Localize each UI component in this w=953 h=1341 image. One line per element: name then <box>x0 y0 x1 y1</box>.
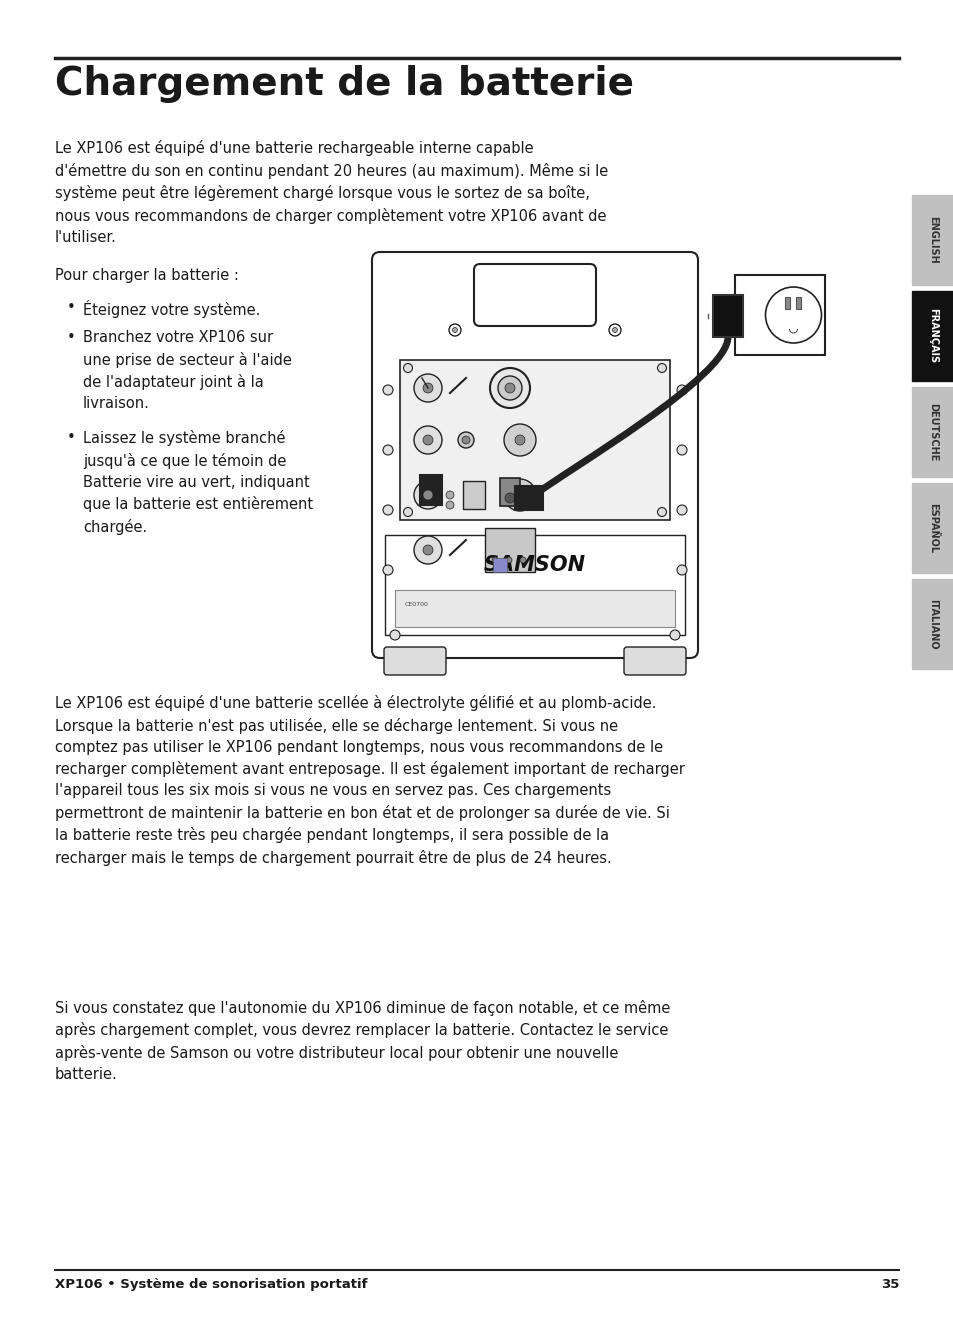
FancyBboxPatch shape <box>474 264 596 326</box>
FancyBboxPatch shape <box>623 646 685 675</box>
Circle shape <box>382 506 393 515</box>
Circle shape <box>677 385 686 396</box>
Text: •: • <box>67 330 75 345</box>
Circle shape <box>515 489 524 500</box>
Circle shape <box>677 565 686 575</box>
Circle shape <box>446 491 454 499</box>
Text: Laissez le système branché
jusqu'à ce que le témoin de
Batterie vire au vert, in: Laissez le système branché jusqu'à ce qu… <box>83 430 313 535</box>
Circle shape <box>669 630 679 640</box>
Bar <box>499 477 519 506</box>
Circle shape <box>677 445 686 455</box>
Text: XP106 • Système de sonorisation portatif: XP106 • Système de sonorisation portatif <box>55 1278 367 1291</box>
Text: Chargement de la batterie: Chargement de la batterie <box>55 64 634 103</box>
Circle shape <box>414 481 441 510</box>
Circle shape <box>612 327 617 333</box>
Bar <box>493 558 506 573</box>
Circle shape <box>497 375 521 400</box>
Circle shape <box>490 367 530 408</box>
Text: Le XP106 est équipé d'une batterie rechargeable interne capable
d'émettre du son: Le XP106 est équipé d'une batterie recha… <box>55 139 608 244</box>
Circle shape <box>461 436 470 444</box>
Circle shape <box>519 557 525 563</box>
Bar <box>712 295 742 337</box>
Circle shape <box>446 502 454 510</box>
Text: •: • <box>67 300 75 315</box>
Circle shape <box>677 506 686 515</box>
Bar <box>515 485 542 510</box>
Bar <box>395 590 675 628</box>
Bar <box>911 388 953 477</box>
Text: Éteignez votre système.: Éteignez votre système. <box>83 300 260 318</box>
Circle shape <box>657 363 666 373</box>
Bar <box>462 481 484 510</box>
FancyBboxPatch shape <box>372 252 698 658</box>
Circle shape <box>492 557 497 563</box>
Circle shape <box>414 536 441 565</box>
Text: Si vous constatez que l'autonomie du XP106 diminue de façon notable, et ce même
: Si vous constatez que l'autonomie du XP1… <box>55 1000 670 1082</box>
Circle shape <box>403 363 412 373</box>
Bar <box>734 275 824 355</box>
Circle shape <box>422 434 433 445</box>
Circle shape <box>503 424 536 456</box>
Bar <box>784 296 790 308</box>
Circle shape <box>414 374 441 402</box>
Circle shape <box>422 384 433 393</box>
Circle shape <box>515 434 524 445</box>
Circle shape <box>764 287 821 343</box>
Circle shape <box>422 544 433 555</box>
Text: •: • <box>67 430 75 445</box>
Circle shape <box>414 426 441 455</box>
Bar <box>911 291 953 381</box>
Circle shape <box>449 325 460 337</box>
Circle shape <box>382 565 393 575</box>
Circle shape <box>504 384 515 393</box>
Text: ENGLISH: ENGLISH <box>927 216 937 264</box>
Bar <box>484 528 535 573</box>
Bar <box>385 535 684 636</box>
Circle shape <box>505 557 512 563</box>
Bar <box>399 359 669 520</box>
Bar <box>911 483 953 573</box>
Circle shape <box>422 489 433 500</box>
Circle shape <box>503 479 536 511</box>
FancyBboxPatch shape <box>384 646 446 675</box>
Text: CE0700: CE0700 <box>405 602 429 607</box>
Text: Le XP106 est équipé d'une batterie scellée à électrolyte gélifié et au plomb-aci: Le XP106 est équipé d'une batterie scell… <box>55 695 684 865</box>
Bar <box>911 579 953 669</box>
Bar <box>419 475 441 506</box>
Circle shape <box>457 432 474 448</box>
Text: ESPAÑOL: ESPAÑOL <box>927 503 937 552</box>
Text: 35: 35 <box>880 1278 898 1291</box>
Circle shape <box>452 327 457 333</box>
Bar <box>911 194 953 286</box>
Circle shape <box>382 385 393 396</box>
Circle shape <box>403 507 412 516</box>
Text: FRANÇAIS: FRANÇAIS <box>927 308 937 363</box>
Text: ITALIANO: ITALIANO <box>927 598 937 649</box>
Bar <box>796 296 801 308</box>
Text: Branchez votre XP106 sur
une prise de secteur à l'aide
de l'adaptateur joint à l: Branchez votre XP106 sur une prise de se… <box>83 330 292 410</box>
Circle shape <box>608 325 620 337</box>
Circle shape <box>382 445 393 455</box>
Circle shape <box>390 630 399 640</box>
Circle shape <box>657 507 666 516</box>
Text: Pour charger la batterie :: Pour charger la batterie : <box>55 268 238 283</box>
Text: SAMSON: SAMSON <box>483 555 585 575</box>
Text: DEUTSCHE: DEUTSCHE <box>927 402 937 461</box>
Circle shape <box>504 493 515 503</box>
